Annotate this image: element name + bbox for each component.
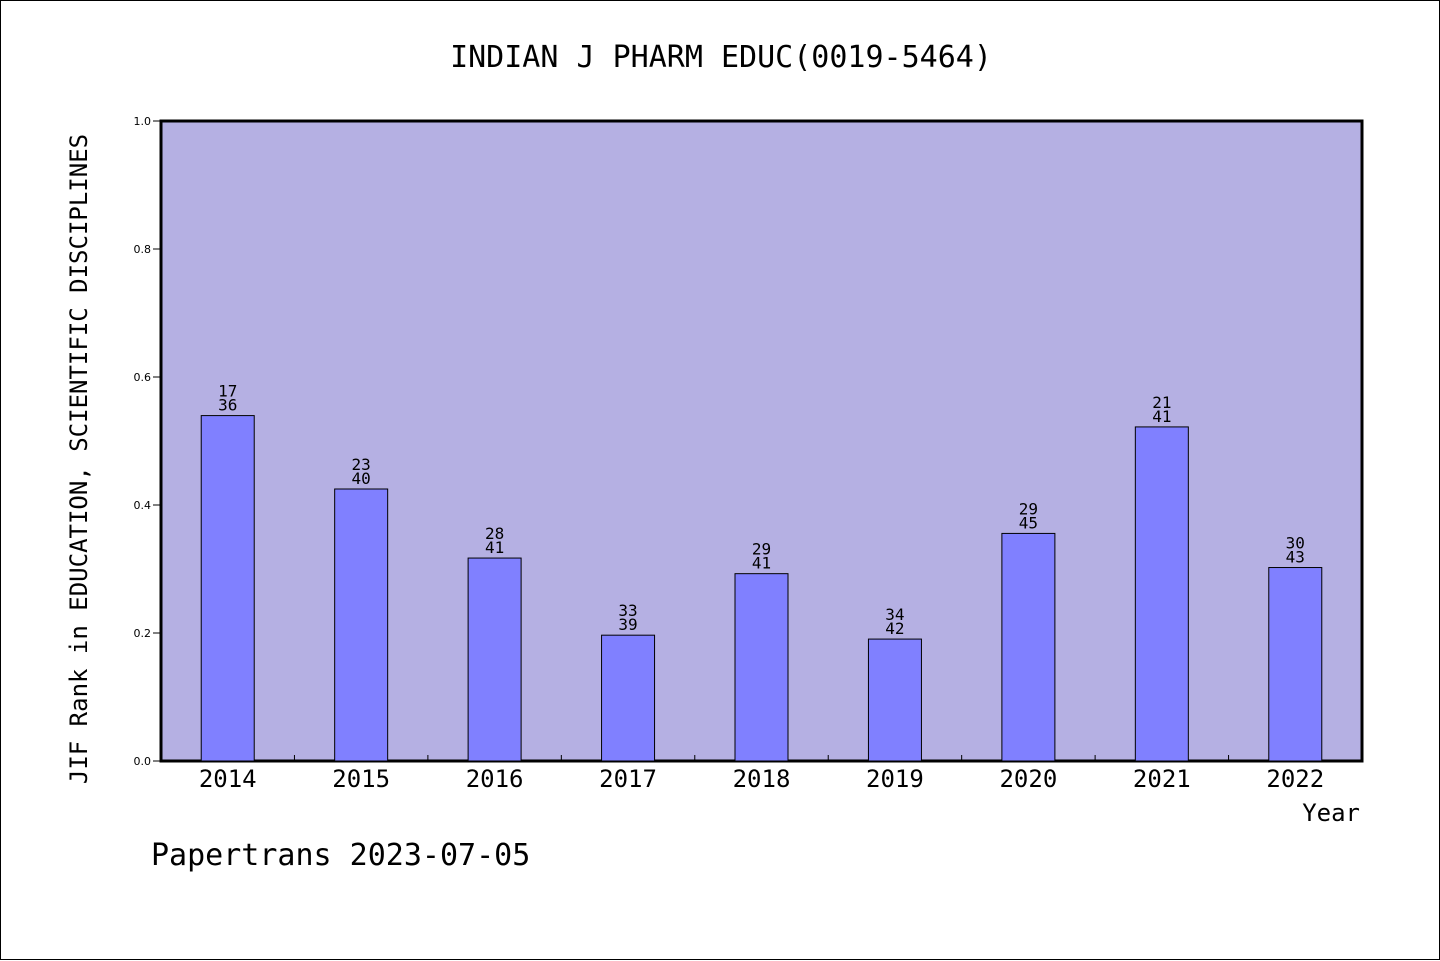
- bar-total-label: 42: [885, 619, 904, 638]
- x-tick-label: 2022: [1266, 765, 1324, 793]
- bar-2018: [734, 573, 789, 762]
- y-tick-label: 1.0: [134, 115, 152, 128]
- bar-2014: [200, 415, 255, 762]
- bar-rank-label: 33: [618, 601, 637, 620]
- x-tick-label: 2020: [999, 765, 1057, 793]
- x-tick-label: 2018: [733, 765, 791, 793]
- bar-2016: [467, 557, 522, 762]
- bar-2019: [867, 638, 922, 762]
- y-tick-label: 0.4: [134, 499, 152, 512]
- footer-credit: Papertrans 2023-07-05: [151, 838, 530, 873]
- bar-2021: [1134, 426, 1189, 762]
- bar-total-label: 36: [218, 396, 237, 415]
- y-tick-label: 0.6: [134, 371, 152, 384]
- bar-rank-label: 34: [885, 605, 904, 624]
- bar-total-label: 40: [352, 469, 371, 488]
- bar-rank-label: 28: [485, 524, 504, 543]
- bar-total-label: 41: [485, 538, 504, 557]
- bar-2020: [1001, 532, 1056, 762]
- bar-total-label: 43: [1286, 548, 1305, 567]
- bar-rank-label: 29: [752, 540, 771, 559]
- bar-rank-label: 30: [1286, 534, 1305, 553]
- y-tick-label: 0.0: [134, 755, 152, 768]
- x-axis-ticks: 2014 2015 2016 2017 2018 2019 2020 2021 2022: [199, 755, 1324, 793]
- bar-rank-label: 29: [1019, 499, 1038, 518]
- x-tick-label: 2016: [466, 765, 524, 793]
- y-tick-label: 0.2: [134, 627, 152, 640]
- x-axis-label: Year: [1302, 799, 1360, 827]
- y-axis-ticks: 0.0 0.2 0.4 0.6 0.8 1.0: [134, 115, 161, 768]
- bar-2022: [1268, 567, 1323, 762]
- bar-total-label: 45: [1019, 513, 1038, 532]
- chart-title: INDIAN J PHARM EDUC(0019-5464): [450, 40, 992, 75]
- x-tick-label: 2017: [599, 765, 657, 793]
- bar-rank-label: 17: [218, 382, 237, 401]
- x-tick-label: 2019: [866, 765, 924, 793]
- x-tick-label: 2014: [199, 765, 257, 793]
- y-tick-label: 0.8: [134, 243, 152, 256]
- bar-rank-label: 23: [352, 455, 371, 474]
- bar-rank-label: 21: [1152, 393, 1171, 412]
- x-tick-label: 2015: [332, 765, 390, 793]
- bar-2015: [334, 488, 389, 762]
- bar-2017: [601, 634, 656, 762]
- y-axis-label: JIF Rank in EDUCATION, SCIENTIFIC DISCIP…: [65, 134, 93, 784]
- x-tick-label: 2021: [1133, 765, 1191, 793]
- bar-total-label: 41: [752, 554, 771, 573]
- bar-total-label: 39: [618, 615, 637, 634]
- bar-total-label: 41: [1152, 407, 1171, 426]
